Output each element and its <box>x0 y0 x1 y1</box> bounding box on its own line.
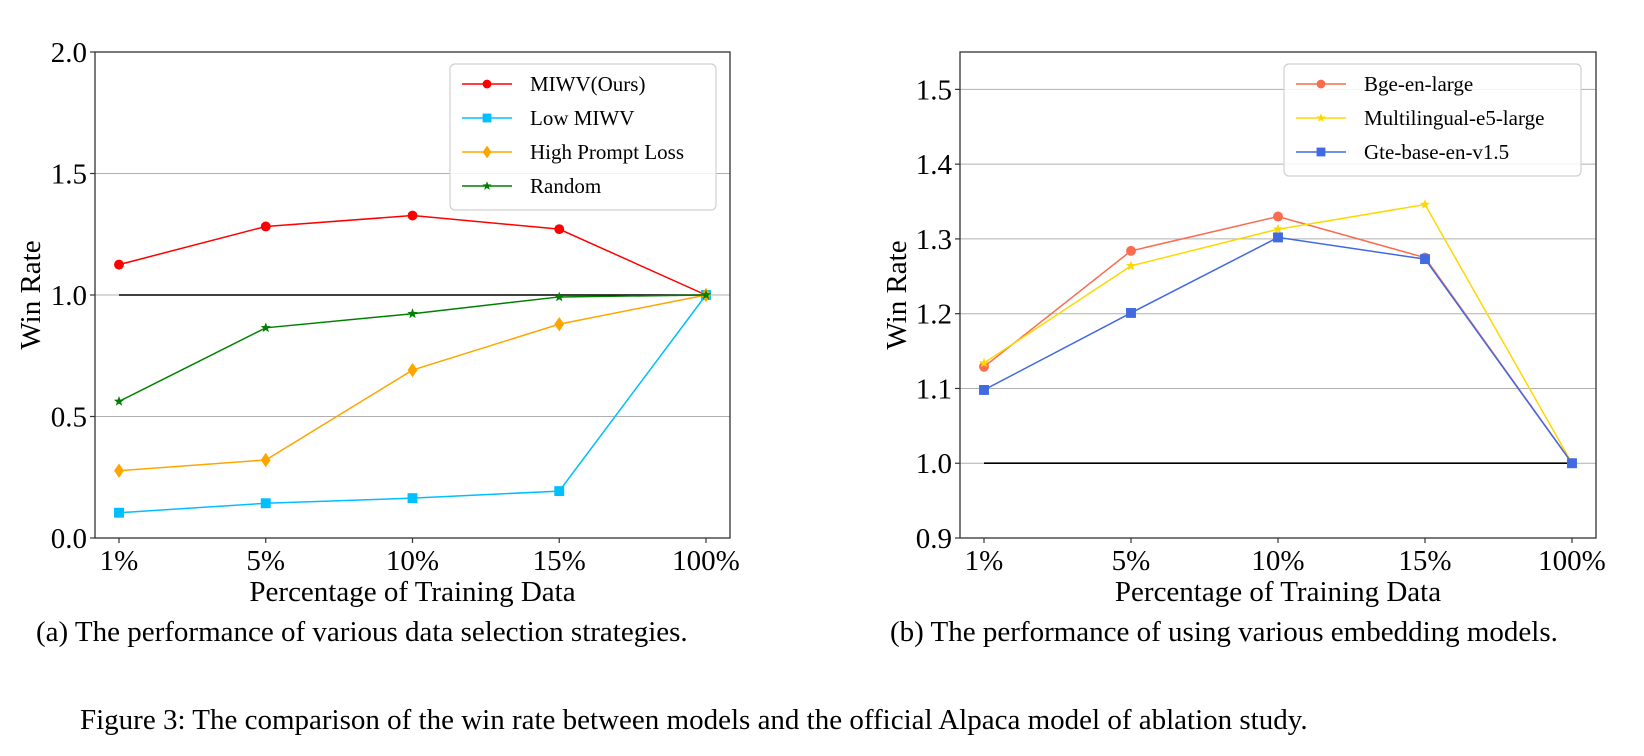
data-point <box>1272 223 1284 234</box>
data-point <box>554 486 565 497</box>
x-axis-label: Percentage of Training Data <box>249 576 575 608</box>
series-line-1 <box>118 294 707 514</box>
y-tick-label: 1.0 <box>916 448 952 480</box>
legend-item: Gte-base-en-v1.5 <box>1296 140 1509 164</box>
x-axis-label: Percentage of Training Data <box>1115 576 1441 608</box>
legend-marker <box>1316 147 1326 157</box>
x-tick-label: 5% <box>1112 545 1151 577</box>
data-point <box>260 498 271 509</box>
y-axis-label: Win Rate <box>15 240 47 349</box>
y-tick-label: 1.3 <box>916 224 952 256</box>
subfigure-caption-a: (a) The performance of various data sele… <box>36 616 688 648</box>
x-tick-label: 1% <box>100 545 139 577</box>
subfigure-caption-b: (b) The performance of using various emb… <box>890 616 1558 648</box>
legend-label: MIWV(Ours) <box>530 72 645 96</box>
data-point <box>407 210 418 221</box>
legend: MIWV(Ours) Low MIWV High Prompt Loss Random <box>449 63 717 211</box>
x-tick-label: 10% <box>1251 545 1304 577</box>
data-point <box>978 357 990 368</box>
data-point <box>407 308 418 319</box>
x-tick-label: 100% <box>1538 545 1606 577</box>
legend-item: MIWV(Ours) <box>462 72 645 96</box>
data-point <box>114 463 124 478</box>
data-point <box>1273 232 1283 243</box>
x-tick-label: 100% <box>672 545 740 577</box>
x-tick-label: 15% <box>533 545 586 577</box>
y-tick-label: 2.0 <box>51 37 87 69</box>
data-point <box>1125 260 1137 271</box>
x-tick-label: 10% <box>386 545 439 577</box>
legend-label: Multilingual-e5-large <box>1364 106 1544 130</box>
legend-marker <box>482 113 492 123</box>
chart-b: 0.9 1.0 1.1 1.2 1.3 1.4 1.5 1% 5% 10% 15% 100% Perce… <box>881 51 1606 608</box>
y-tick-label: 1.0 <box>51 280 87 312</box>
data-point <box>1126 307 1136 318</box>
data-point <box>114 259 124 270</box>
data-point <box>407 493 418 504</box>
data-point <box>1419 199 1431 209</box>
data-point <box>260 322 271 333</box>
y-tick-label: 1.4 <box>916 149 953 181</box>
x-tick-label: 15% <box>1398 545 1451 577</box>
y-axis-label: Win Rate <box>881 240 913 349</box>
data-point <box>979 385 989 395</box>
data-point <box>407 362 418 378</box>
legend-box <box>1283 63 1582 177</box>
legend-marker <box>482 79 492 89</box>
legend-label: Bge-en-large <box>1364 72 1473 96</box>
chart-a: 0.0 0.5 1.0 1.5 2.0 1% 5% 10% 15% 100% Percentage … <box>15 37 740 608</box>
data-point <box>1126 245 1136 256</box>
data-point <box>1273 211 1283 222</box>
legend-marker <box>482 181 492 190</box>
data-point <box>1420 254 1430 265</box>
legend-label: Low MIWV <box>530 106 634 130</box>
x-tick-label: 1% <box>965 545 1004 577</box>
y-tick-label: 0.5 <box>51 402 87 434</box>
legend-item: Random <box>462 174 601 198</box>
legend-label: Gte-base-en-v1.5 <box>1364 140 1509 164</box>
series-line-0 <box>118 214 707 296</box>
data-point <box>114 507 124 518</box>
data-point <box>554 291 565 302</box>
data-point <box>1567 458 1577 469</box>
series-line-2 <box>118 294 707 472</box>
data-point <box>979 361 989 372</box>
data-point <box>113 396 125 406</box>
legend-marker <box>482 145 492 159</box>
data-point <box>260 452 271 468</box>
y-tick-label: 0.0 <box>51 523 87 555</box>
legend-marker <box>1316 113 1326 122</box>
figure-caption: Figure 3: The comparison of the win rate… <box>80 704 1308 736</box>
y-tick-label: 1.1 <box>916 373 952 405</box>
legend-item: High Prompt Loss <box>462 140 684 164</box>
x-tick-label: 5% <box>246 545 285 577</box>
data-point <box>554 224 565 235</box>
legend-label: Random <box>530 174 601 198</box>
data-point <box>260 221 271 232</box>
legend-item: Bge-en-large <box>1296 72 1473 96</box>
y-tick-label: 0.9 <box>916 523 952 555</box>
legend-marker <box>1316 79 1326 89</box>
legend-box <box>449 63 717 211</box>
legend-item: Multilingual-e5-large <box>1296 106 1544 130</box>
legend-item: Low MIWV <box>462 106 634 130</box>
series-line-1 <box>983 203 1573 464</box>
legend: Bge-en-large Multilingual-e5-large Gte-bas… <box>1283 63 1582 177</box>
series-line-2 <box>983 236 1573 464</box>
data-point <box>700 289 712 300</box>
y-tick-label: 1.2 <box>916 299 952 331</box>
y-tick-label: 1.5 <box>916 74 952 106</box>
data-point <box>554 316 565 332</box>
legend-label: High Prompt Loss <box>530 140 684 164</box>
y-tick-label: 1.5 <box>51 159 87 191</box>
